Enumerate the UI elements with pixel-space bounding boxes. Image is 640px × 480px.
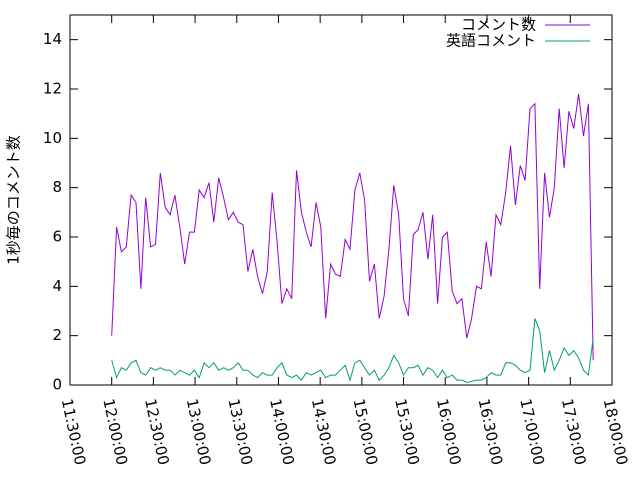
series-line (111, 93, 594, 361)
x-tick-label: 16:00:00 (433, 397, 465, 467)
y-tick-label: 4 (52, 277, 62, 295)
x-tick-label: 17:30:00 (558, 397, 590, 467)
y-tick-label: 12 (43, 80, 62, 98)
y-tick-label: 0 (52, 376, 62, 394)
x-tick-label: 13:00:00 (183, 397, 215, 467)
x-tick-label: 16:30:00 (475, 397, 507, 467)
x-tick-label: 18:00:00 (600, 397, 632, 467)
series-line (111, 318, 594, 384)
x-tick-label: 12:00:00 (99, 397, 131, 467)
x-tick-label: 17:00:00 (516, 397, 548, 467)
y-tick-label: 14 (43, 30, 62, 48)
x-tick-label: 11:30:00 (58, 397, 90, 467)
legend-label: 英語コメント (446, 32, 536, 50)
y-tick-label: 8 (52, 178, 62, 196)
legend-label: コメント数 (461, 16, 536, 34)
x-tick-label: 12:30:00 (141, 397, 173, 467)
y-tick-label: 10 (43, 129, 62, 147)
x-tick-label: 13:30:00 (224, 397, 256, 467)
x-tick-label: 15:00:00 (350, 397, 382, 467)
x-tick-label: 14:30:00 (308, 397, 340, 467)
y-axis-label: 1秒毎のコメント数 (5, 135, 23, 265)
x-tick-label: 14:00:00 (266, 397, 298, 467)
y-tick-label: 2 (52, 326, 62, 344)
y-tick-label: 6 (52, 228, 62, 246)
plot-frame (69, 14, 613, 386)
x-tick-label: 15:30:00 (391, 397, 423, 467)
